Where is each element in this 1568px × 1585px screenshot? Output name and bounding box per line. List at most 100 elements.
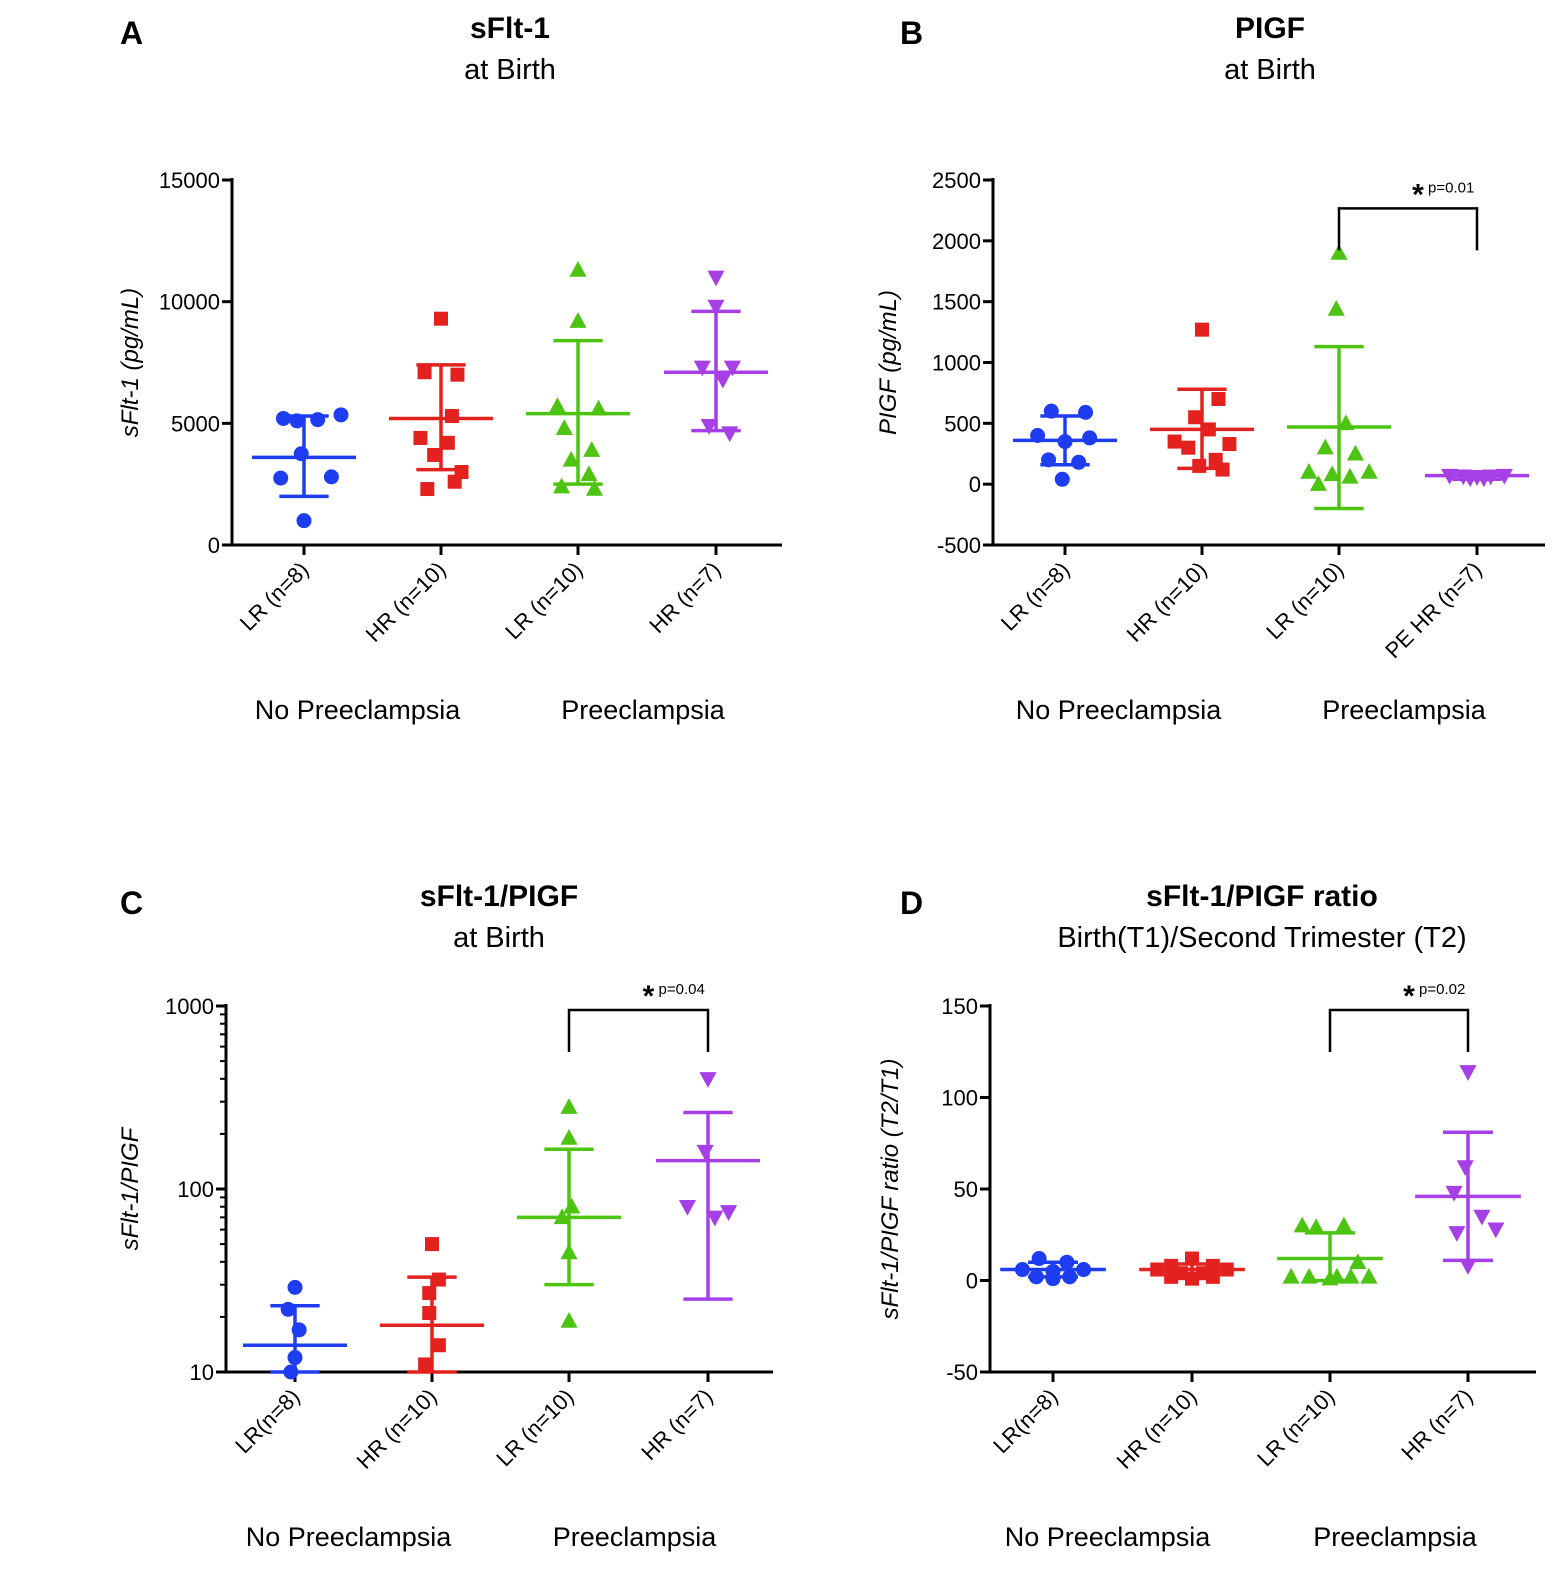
series-3 <box>1415 1065 1521 1275</box>
y-tick-label: 100 <box>177 1177 214 1202</box>
data-point <box>1181 440 1196 455</box>
data-point <box>553 477 571 494</box>
data-point <box>1487 1222 1505 1239</box>
y-tick-label: 15000 <box>159 168 220 193</box>
significance-bracket <box>567 1008 710 1052</box>
data-point <box>563 1197 581 1214</box>
y-tick-label: 150 <box>941 994 978 1019</box>
data-point <box>1043 403 1059 419</box>
data-point <box>1346 444 1364 461</box>
data-point <box>700 419 718 435</box>
data-point <box>693 360 711 377</box>
data-point <box>1300 463 1318 479</box>
data-point <box>707 299 725 316</box>
y-tick-label: 100 <box>941 1086 978 1111</box>
x-tick-label: HR (n=7) <box>636 1384 717 1465</box>
data-point <box>323 469 339 485</box>
y-axis-label: sFlt-1 (pg/mL) <box>117 288 144 437</box>
data-point <box>425 1237 439 1252</box>
data-point <box>696 1144 714 1161</box>
data-point <box>1164 1269 1179 1284</box>
y-tick-label: 2000 <box>932 229 981 254</box>
data-point <box>1335 1216 1353 1233</box>
data-point <box>418 1357 433 1372</box>
data-point <box>1188 410 1203 425</box>
chart-subtitle: at Birth <box>453 922 545 954</box>
significance-bracket <box>1328 1008 1470 1052</box>
p-value-label: p=0.01 <box>1428 179 1474 196</box>
series-2 <box>1286 244 1392 511</box>
data-point <box>1316 438 1334 455</box>
data-point <box>287 1350 303 1366</box>
data-point <box>721 426 739 443</box>
data-point <box>431 1338 446 1353</box>
data-point <box>1028 1269 1044 1285</box>
data-point <box>560 1128 578 1145</box>
group-label: No Preeclampsia <box>1016 695 1223 725</box>
series-1 <box>1149 322 1255 477</box>
data-point <box>1337 414 1355 431</box>
series-3 <box>655 1072 761 1301</box>
data-point <box>1328 1267 1346 1284</box>
data-point <box>444 409 459 424</box>
data-point <box>1082 430 1098 446</box>
y-tick-label: -50 <box>946 1360 978 1385</box>
y-tick-label: 1000 <box>932 351 981 376</box>
data-point <box>289 413 305 429</box>
data-point <box>440 435 455 450</box>
chart-title: sFlt-1/PIGF ratio <box>1146 880 1378 913</box>
p-value-label: p=0.02 <box>1419 981 1465 998</box>
data-point <box>1215 462 1230 477</box>
data-point <box>417 365 432 380</box>
y-tick-label: 5000 <box>171 411 220 436</box>
data-point <box>720 1205 738 1221</box>
series-1 <box>388 311 494 497</box>
series-2 <box>1277 1216 1383 1286</box>
data-point <box>413 430 428 445</box>
significance-star: * <box>643 980 655 1013</box>
y-tick-label: 50 <box>954 1177 978 1202</box>
data-point <box>422 1286 437 1301</box>
data-point <box>1185 1271 1199 1286</box>
chart-subtitle: at Birth <box>1224 54 1316 86</box>
y-axis-label: PIGF (pg/mL) <box>875 290 902 435</box>
data-point <box>427 447 442 462</box>
data-point <box>1341 467 1359 484</box>
data-point <box>1078 404 1094 420</box>
data-point <box>1309 475 1327 491</box>
group-label: No Preeclampsia <box>246 1522 453 1552</box>
data-point <box>1323 465 1341 482</box>
data-point <box>1062 1269 1078 1285</box>
data-point <box>1030 428 1046 443</box>
series-1 <box>379 1237 485 1374</box>
significance-star: * <box>1412 178 1424 211</box>
significance-bracket <box>1337 207 1479 251</box>
data-point <box>1330 244 1348 260</box>
x-tick-label: LR (n=10) <box>500 557 587 644</box>
data-point <box>585 480 603 496</box>
data-point <box>434 311 448 326</box>
p-value-label: p=0.04 <box>659 981 705 998</box>
data-point <box>562 450 580 467</box>
series-0 <box>1012 403 1118 487</box>
data-point <box>1300 1267 1318 1284</box>
data-point <box>1222 437 1237 452</box>
data-point <box>1205 1269 1220 1284</box>
data-point <box>1192 458 1207 473</box>
group-label: Preeclampsia <box>561 695 726 725</box>
series-2 <box>525 261 631 496</box>
data-point <box>450 367 465 382</box>
data-point <box>1219 1262 1234 1277</box>
data-point <box>1441 468 1459 485</box>
data-point <box>1054 471 1070 487</box>
data-point <box>333 407 349 423</box>
data-point <box>1293 1216 1311 1233</box>
data-point <box>1071 454 1087 470</box>
series-0 <box>1000 1251 1106 1287</box>
data-point <box>699 1072 717 1088</box>
data-point <box>422 1306 437 1321</box>
data-point <box>1473 1209 1491 1226</box>
x-tick-label: HR (n=10) <box>361 557 451 647</box>
